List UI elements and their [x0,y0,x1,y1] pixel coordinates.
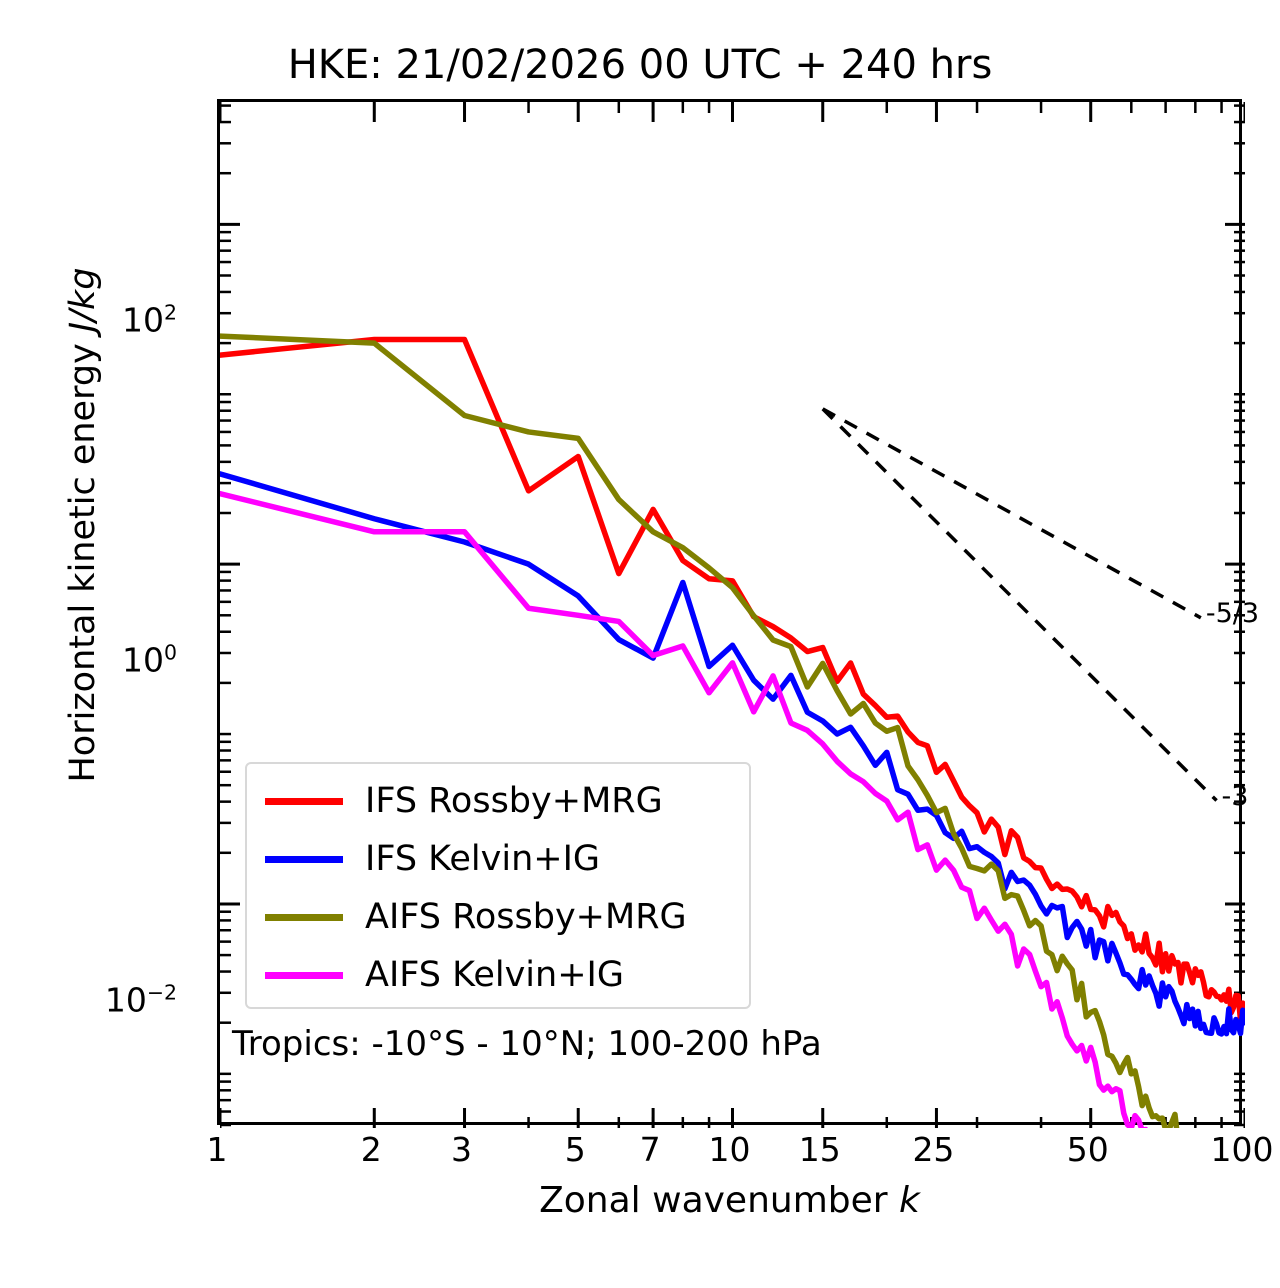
x-tick-label-15: 15 [798,1130,841,1169]
x-tick-label-1: 1 [206,1130,228,1169]
reference-slope-line [821,407,1218,802]
reference-slope-label: -3 [1221,780,1249,812]
reference-slope-line [821,407,1202,620]
x-tick-label-7: 7 [639,1130,661,1169]
legend-item-aifs-rossby-mrg[interactable]: AIFS Rossby+MRG [247,888,749,946]
x-axis-tick-labels: 1 2 3 5 7 10 15 25 50 100 [207,1130,1274,1180]
legend-color-swatch [265,855,343,863]
x-tick-label-10: 10 [708,1130,751,1169]
legend-item-label: AIFS Kelvin+IG [365,954,624,995]
y-axis-tick-labels: 102 100 10−2 [0,99,205,1125]
region-annotation: Tropics: -10°S - 10°N; 100-200 hPa [232,1024,822,1064]
legend-item-label: IFS Kelvin+IG [365,838,601,879]
legend-color-swatch [265,797,343,805]
series-canvas [220,102,1245,1128]
x-tick-label-25: 25 [912,1130,955,1169]
series-line-ifs-rossby-mrg [220,336,1245,1024]
y-axis-label: Horizontal kinetic energy J/kg [63,267,103,783]
x-tick-label-2: 2 [360,1130,382,1169]
reference-slope-label: -5/3 [1205,597,1260,629]
legend: IFS Rossby+MRG IFS Kelvin+IG AIFS Rossby+M… [245,762,751,1009]
x-tick-label-3: 3 [451,1130,473,1169]
y-tick-label-1e0: 100 [121,640,177,680]
y-tick-label-1e-2: 10−2 [104,980,177,1020]
legend-item-ifs-kelvin-ig[interactable]: IFS Kelvin+IG [247,830,749,888]
x-tick-label-5: 5 [564,1130,586,1169]
series-line-aifs-kelvin-ig [220,490,1148,1128]
page-title: HKE: 21/02/2026 00 UTC + 240 hrs [287,42,993,88]
legend-item-label: AIFS Rossby+MRG [365,896,687,937]
x-tick-label-50: 50 [1066,1130,1109,1169]
legend-color-swatch [265,971,343,979]
legend-color-swatch [265,913,343,921]
x-axis-label: Zonal wavenumber k [539,1180,920,1221]
x-tick-label-100: 100 [1210,1130,1274,1169]
series-line-ifs-kelvin-ig [220,471,1245,1037]
legend-item-label: IFS Rossby+MRG [365,780,663,821]
series-line-aifs-rossby-mrg [220,333,1180,1128]
legend-item-ifs-rossby-mrg[interactable]: IFS Rossby+MRG [247,772,749,830]
legend-item-aifs-kelvin-ig[interactable]: AIFS Kelvin+IG [247,946,749,1004]
y-tick-label-1e2: 102 [121,300,177,340]
